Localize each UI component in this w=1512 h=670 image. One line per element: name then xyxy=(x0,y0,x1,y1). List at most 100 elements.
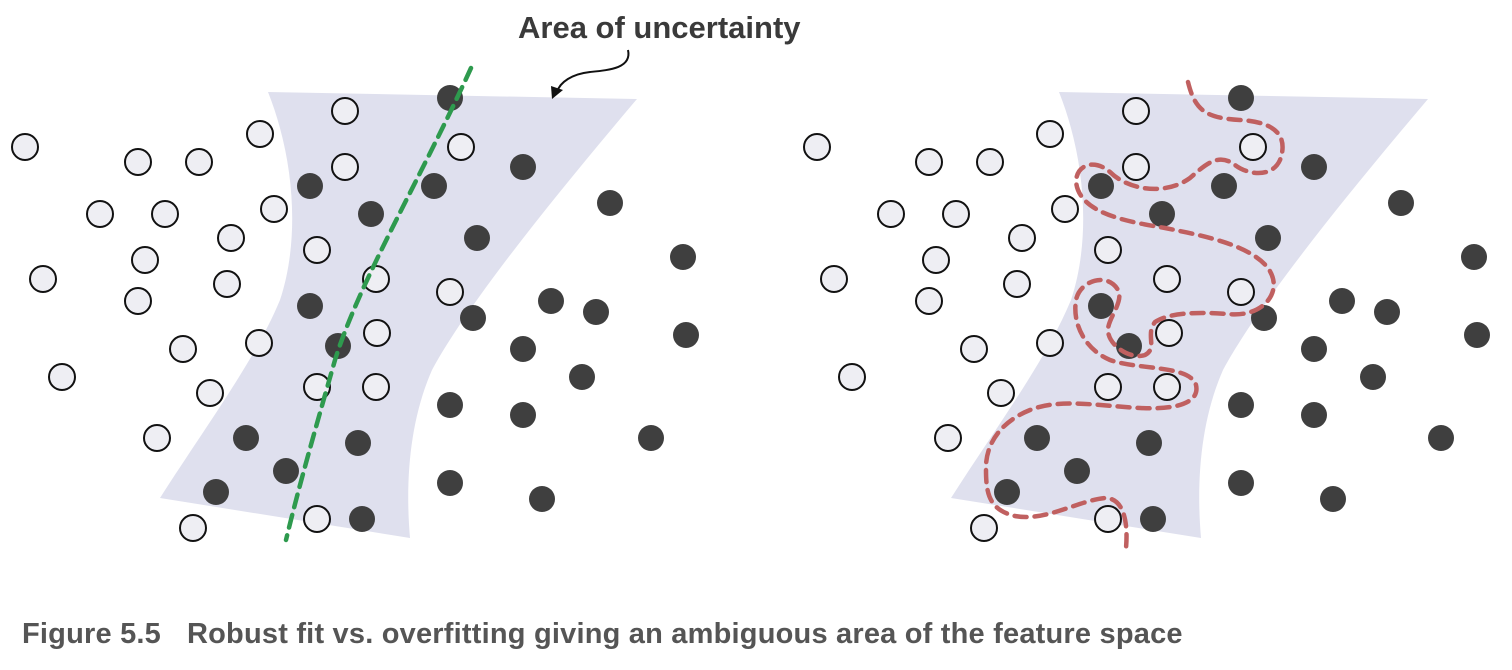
filled-data-point xyxy=(1211,173,1237,199)
filled-point-group xyxy=(994,85,1490,532)
filled-data-point xyxy=(1374,299,1400,325)
open-data-point xyxy=(803,133,831,161)
filled-data-point xyxy=(1461,244,1487,270)
open-data-point xyxy=(987,379,1015,407)
filled-data-point xyxy=(1149,201,1175,227)
filled-data-point xyxy=(1228,470,1254,496)
open-data-point xyxy=(1036,329,1064,357)
filled-data-point xyxy=(297,173,323,199)
open-data-point xyxy=(1094,505,1122,533)
open-data-point xyxy=(1094,236,1122,264)
open-data-point xyxy=(196,379,224,407)
filled-data-point xyxy=(1088,173,1114,199)
figure-number: Figure 5.5 xyxy=(22,618,161,650)
open-data-point xyxy=(86,200,114,228)
figure-caption: Figure 5.5 Robust fit vs. overfitting giv… xyxy=(22,618,1183,651)
filled-data-point xyxy=(529,486,555,512)
filled-data-point xyxy=(510,402,536,428)
open-data-point xyxy=(11,133,39,161)
overfit-decision-boundary xyxy=(983,79,1285,551)
filled-data-point xyxy=(1320,486,1346,512)
open-data-point xyxy=(820,265,848,293)
open-data-point xyxy=(124,148,152,176)
filled-data-point xyxy=(1360,364,1386,390)
filled-data-point xyxy=(437,392,463,418)
uncertainty-region xyxy=(160,92,637,538)
open-data-point xyxy=(331,97,359,125)
annotation: Area of uncertainty xyxy=(518,10,801,99)
filled-data-point xyxy=(358,201,384,227)
open-point-group xyxy=(803,97,1267,542)
filled-data-point xyxy=(1301,402,1327,428)
open-data-point xyxy=(1122,153,1150,181)
filled-data-point xyxy=(421,173,447,199)
filled-data-point xyxy=(203,479,229,505)
open-data-point xyxy=(838,363,866,391)
filled-data-point xyxy=(1388,190,1414,216)
filled-data-point xyxy=(297,293,323,319)
open-data-point xyxy=(151,200,179,228)
open-data-point xyxy=(260,195,288,223)
open-data-point xyxy=(331,153,359,181)
filled-data-point xyxy=(583,299,609,325)
open-data-point xyxy=(303,505,331,533)
filled-data-point xyxy=(437,470,463,496)
open-data-point xyxy=(934,424,962,452)
filled-data-point xyxy=(464,225,490,251)
filled-data-point xyxy=(349,506,375,532)
area-of-uncertainty-label: Area of uncertainty xyxy=(518,10,801,45)
open-data-point xyxy=(1008,224,1036,252)
figure-diagram: Area of uncertainty xyxy=(11,10,1490,551)
open-data-point xyxy=(1036,120,1064,148)
filled-data-point xyxy=(510,154,536,180)
open-data-point xyxy=(1227,278,1255,306)
filled-data-point xyxy=(1024,425,1050,451)
open-data-point xyxy=(877,200,905,228)
filled-data-point xyxy=(597,190,623,216)
filled-data-point xyxy=(437,85,463,111)
filled-data-point xyxy=(1301,336,1327,362)
open-data-point xyxy=(1155,319,1183,347)
annotation-arrow-line xyxy=(556,49,630,93)
filled-point-group xyxy=(203,85,699,532)
open-data-point xyxy=(246,120,274,148)
robust-decision-boundary xyxy=(283,65,474,543)
open-data-point xyxy=(124,287,152,315)
open-data-point xyxy=(1239,133,1267,161)
filled-data-point xyxy=(569,364,595,390)
filled-data-point xyxy=(345,430,371,456)
open-data-point xyxy=(131,246,159,274)
filled-data-point xyxy=(1228,85,1254,111)
robust-fit-panel xyxy=(11,65,699,543)
open-data-point xyxy=(1003,270,1031,298)
filled-data-point xyxy=(1064,458,1090,484)
open-data-point xyxy=(960,335,988,363)
filled-data-point xyxy=(510,336,536,362)
open-data-point xyxy=(915,287,943,315)
filled-data-point xyxy=(1136,430,1162,456)
caption-text: Robust fit vs. overfitting giving an amb… xyxy=(187,618,1183,650)
open-data-point xyxy=(1153,373,1181,401)
open-data-point xyxy=(245,329,273,357)
filled-data-point xyxy=(1255,225,1281,251)
open-data-point xyxy=(447,133,475,161)
filled-data-point xyxy=(673,322,699,348)
open-data-point xyxy=(976,148,1004,176)
open-data-point xyxy=(179,514,207,542)
filled-data-point xyxy=(1428,425,1454,451)
open-data-point xyxy=(1094,373,1122,401)
open-data-point xyxy=(436,278,464,306)
filled-data-point xyxy=(1088,293,1114,319)
open-point-group xyxy=(11,97,475,542)
annotation-arrow-head xyxy=(551,86,563,99)
filled-data-point xyxy=(1329,288,1355,314)
open-data-point xyxy=(29,265,57,293)
open-data-point xyxy=(1122,97,1150,125)
open-data-point xyxy=(922,246,950,274)
open-data-point xyxy=(1051,195,1079,223)
filled-data-point xyxy=(1464,322,1490,348)
open-data-point xyxy=(213,270,241,298)
open-data-point xyxy=(363,319,391,347)
open-data-point xyxy=(1153,265,1181,293)
filled-data-point xyxy=(1140,506,1166,532)
